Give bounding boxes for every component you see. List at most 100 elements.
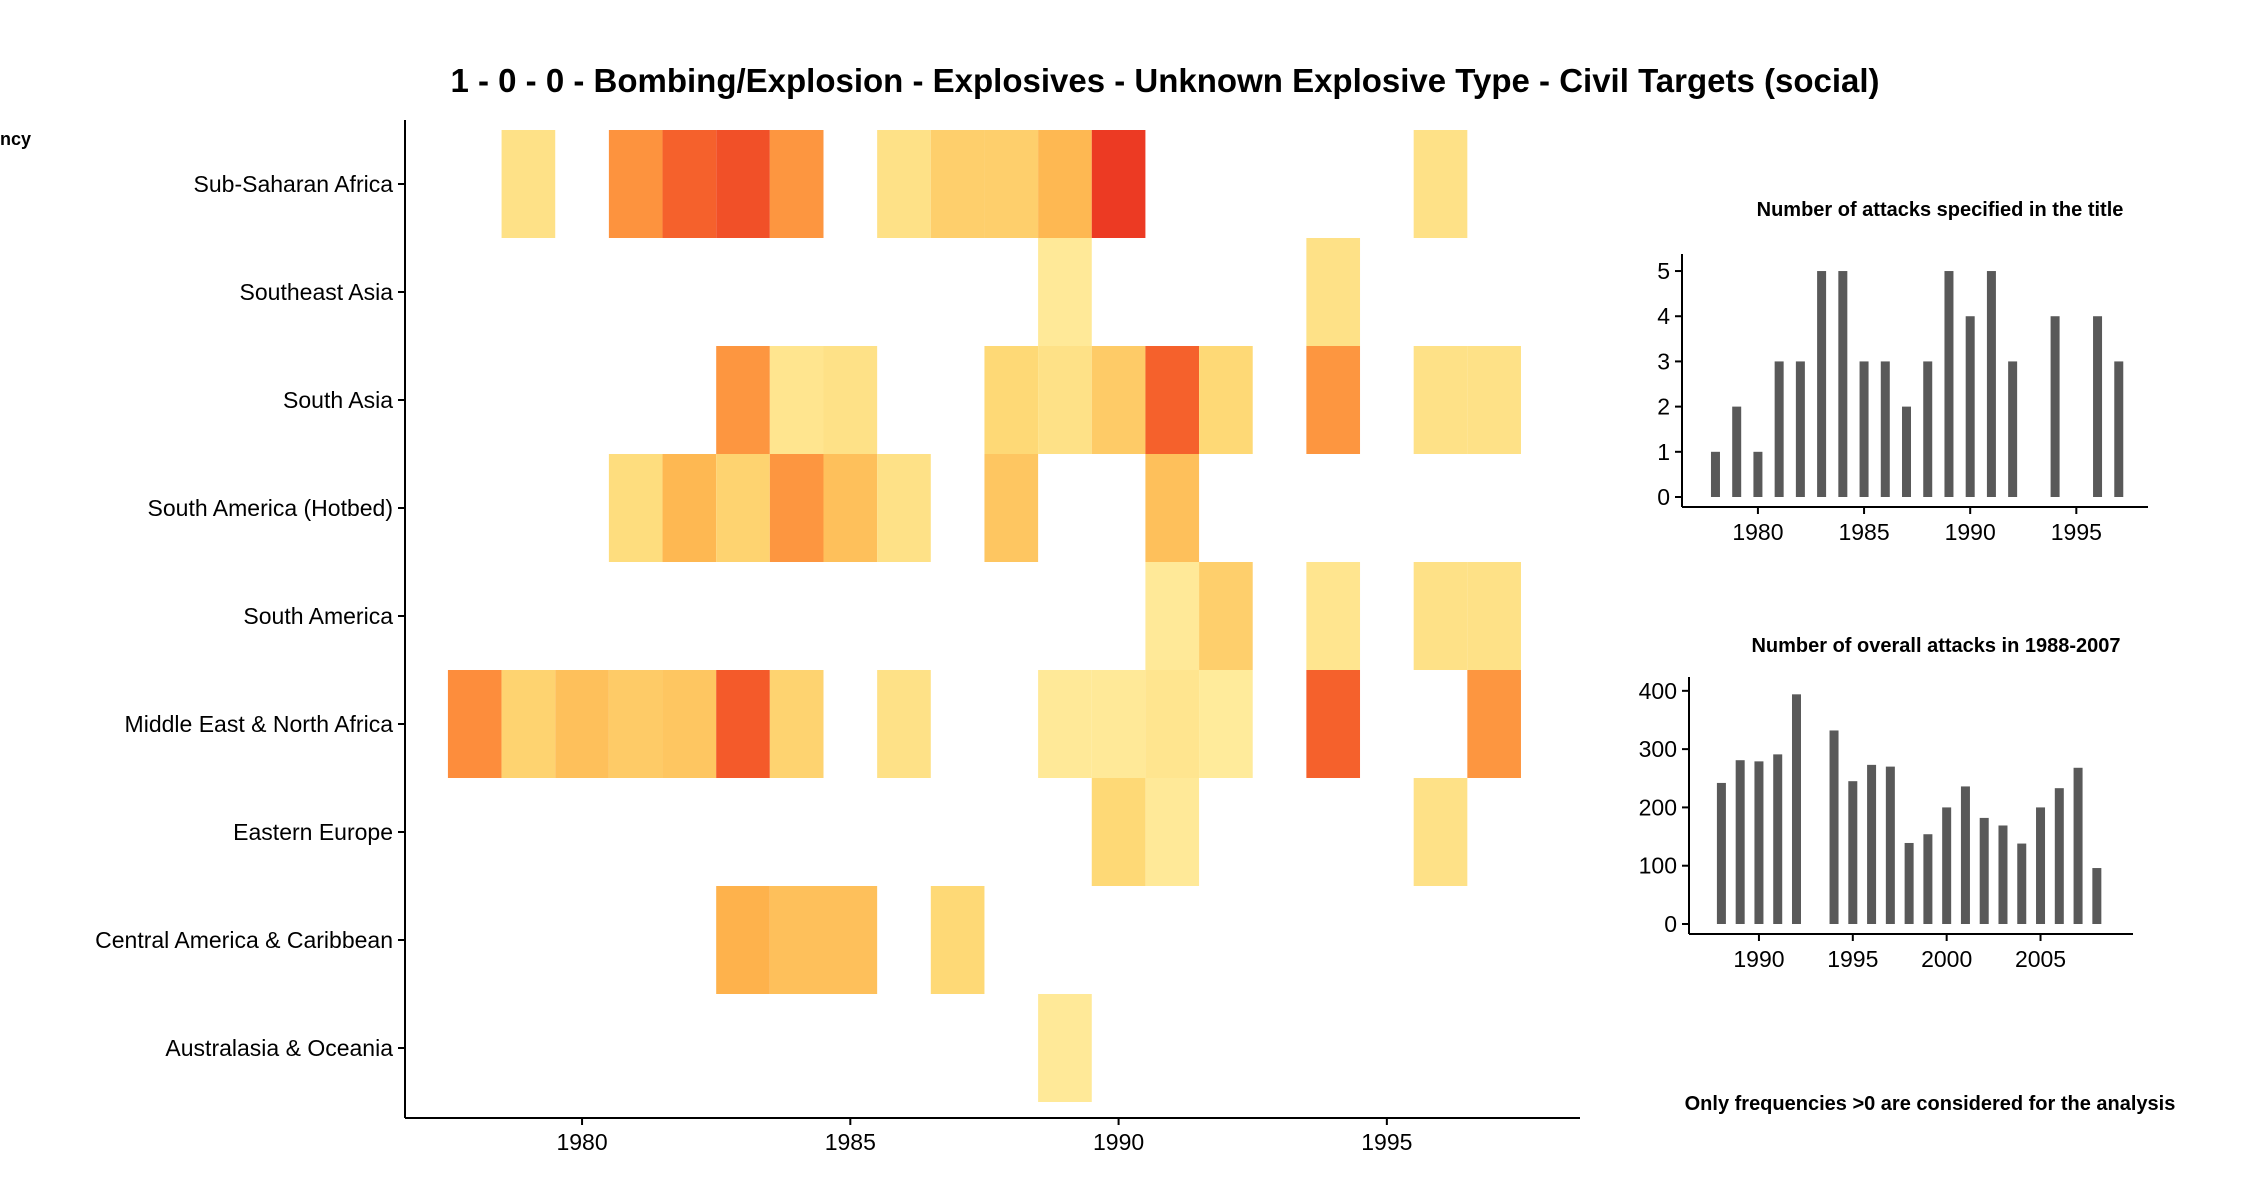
bar	[2036, 807, 2046, 924]
heatmap-cell	[1199, 670, 1253, 778]
bar	[1867, 764, 1877, 924]
attacks-title-bar-panel: Number of attacks specified in the title…	[1657, 199, 2148, 545]
bar-x-tick-label: 1990	[1733, 946, 1784, 972]
bar-x-tick-label: 2005	[2015, 946, 2066, 972]
bar-chart-title: Number of attacks specified in the title	[1757, 199, 2124, 221]
bar	[2092, 868, 2102, 924]
bar	[1859, 361, 1869, 497]
heatmap-cell	[1145, 670, 1200, 778]
bar	[1960, 786, 1970, 924]
heatmap-cell	[555, 670, 609, 778]
heatmap-cell	[716, 886, 770, 994]
heatmap-cell	[769, 454, 824, 562]
heatmap-cell	[1413, 778, 1468, 886]
heatmap-x-tick-label: 1980	[556, 1129, 607, 1155]
bar-y-tick-label: 300	[1639, 736, 1677, 762]
heatmap-cell	[1306, 238, 1361, 346]
bar	[2008, 361, 2018, 497]
heatmap-x-tick-label: 1995	[1361, 1129, 1412, 1155]
bar	[1716, 782, 1726, 924]
heatmap-cell	[1467, 346, 1521, 454]
heatmap-cell	[662, 454, 717, 562]
heatmap-cell	[1306, 562, 1361, 670]
bar-y-tick-label: 3	[1657, 348, 1670, 374]
heatmap-cell	[1091, 346, 1146, 454]
bar	[1998, 825, 2008, 924]
bar	[1732, 406, 1742, 497]
bar	[1754, 761, 1764, 924]
bar-x-tick-label: 1980	[1732, 519, 1783, 545]
heatmap-cell	[1038, 994, 1092, 1102]
bar-y-tick-label: 400	[1639, 678, 1677, 704]
bar-y-tick-label: 0	[1657, 484, 1670, 510]
heatmap-cell	[769, 670, 824, 778]
heatmap-cell	[716, 346, 770, 454]
heatmap-cell	[1413, 130, 1468, 238]
heatmap-row-label: Southeast Asia	[240, 279, 394, 305]
heatmap-cell	[1038, 238, 1092, 346]
heatmap-cell	[447, 670, 502, 778]
bar-x-tick-label: 2000	[1921, 946, 1972, 972]
heatmap-x-tick-label: 1985	[825, 1129, 876, 1155]
heatmap-cell	[1091, 130, 1146, 238]
heatmap-row-label: Sub-Saharan Africa	[194, 171, 394, 197]
heatmap-cell	[984, 130, 1039, 238]
bar	[1773, 754, 1783, 924]
heatmap-cell	[823, 454, 878, 562]
bar	[1902, 406, 1912, 497]
bar	[1942, 807, 1952, 924]
heatmap-cell	[1145, 454, 1200, 562]
bar	[2073, 767, 2083, 924]
heatmap-cell	[823, 346, 878, 454]
bar	[1774, 361, 1784, 497]
bar-x-tick-label: 1990	[1945, 519, 1996, 545]
bar	[1848, 781, 1858, 924]
chart-title: 1 - 0 - 0 - Bombing/Explosion - Explosiv…	[450, 62, 1879, 99]
heatmap-cell	[608, 454, 663, 562]
heatmap-cell	[716, 454, 770, 562]
heatmap-row-label: South America (Hotbed)	[148, 495, 393, 521]
heatmap-row-label: South America	[243, 603, 393, 629]
heatmap-cell	[501, 130, 556, 238]
bar	[1979, 817, 1989, 924]
bar-y-tick-label: 5	[1657, 258, 1670, 284]
bar	[2050, 316, 2060, 497]
bar-x-tick-label: 1995	[1827, 946, 1878, 972]
bar	[1923, 834, 1933, 924]
heatmap-cell	[1091, 670, 1146, 778]
heatmap-cell	[662, 670, 717, 778]
bar	[1986, 271, 1996, 497]
heatmap-cell	[662, 130, 717, 238]
bar	[1904, 842, 1914, 924]
bar	[1880, 361, 1890, 497]
heatmap-panel: Sub-Saharan Africa Southeast Asia South As…	[95, 120, 1580, 1155]
bar	[1791, 694, 1801, 924]
bar	[1795, 361, 1805, 497]
bar	[1965, 316, 1975, 497]
heatmap-cell	[501, 670, 556, 778]
heatmap-cell	[1306, 346, 1361, 454]
heatmap-row-label: Middle East & North Africa	[125, 711, 394, 737]
bar-y-tick-label: 0	[1664, 911, 1677, 937]
heatmap-row-label: South Asia	[283, 387, 393, 413]
heatmap-cell	[877, 670, 931, 778]
bar	[2054, 788, 2064, 924]
heatmap-cell	[769, 130, 824, 238]
heatmap-cell	[1145, 346, 1200, 454]
heatmap-row-label: Australasia & Oceania	[165, 1035, 393, 1061]
overall-attacks-bar-panel: Number of overall attacks in 1988-2007 0 1…	[1639, 635, 2133, 972]
heatmap-cell	[1199, 346, 1253, 454]
bar	[1710, 451, 1720, 497]
heatmap-cell	[608, 130, 663, 238]
heatmap-cell	[1413, 562, 1468, 670]
heatmap-cell	[1467, 562, 1521, 670]
heatmap-cell	[1145, 778, 1200, 886]
bar	[1944, 271, 1954, 497]
heatmap-cell	[1038, 670, 1092, 778]
bar	[2114, 361, 2124, 497]
heatmap-cell	[877, 454, 931, 562]
heatmap-row-label: Eastern Europe	[233, 819, 393, 845]
bar	[1817, 271, 1827, 497]
heatmap-cell	[1199, 562, 1253, 670]
bar-y-tick-label: 4	[1657, 303, 1670, 329]
